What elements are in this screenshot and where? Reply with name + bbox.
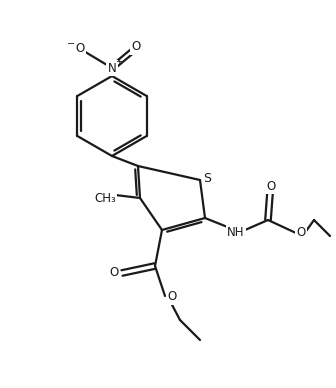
Text: N: N	[108, 62, 116, 74]
Text: +: +	[115, 57, 123, 66]
Text: O: O	[296, 225, 306, 239]
Text: O: O	[131, 40, 141, 54]
Text: O: O	[75, 43, 85, 55]
Text: O: O	[110, 265, 119, 279]
Text: −: −	[67, 39, 75, 49]
Text: O: O	[266, 180, 276, 192]
Text: S: S	[203, 171, 211, 185]
Text: CH₃: CH₃	[94, 192, 116, 206]
Text: O: O	[167, 291, 177, 303]
Text: NH: NH	[227, 225, 245, 239]
